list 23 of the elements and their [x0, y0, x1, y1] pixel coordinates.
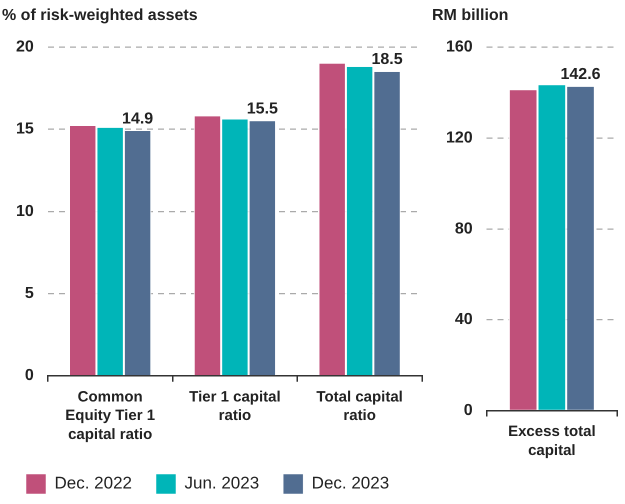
- x-tick-label: Common Equity Tier 1 capital ratio: [65, 388, 156, 443]
- y-tick-label: 15: [16, 120, 34, 138]
- y-tick-label: 40: [454, 311, 473, 328]
- chart-title: % of risk-weighted assets: [2, 7, 198, 24]
- data-label: 14.9: [122, 110, 154, 128]
- y-tick-label: 0: [464, 402, 473, 419]
- legend-label: Dec. 2022: [54, 474, 132, 493]
- x-tick-label: Excess total capital: [508, 423, 596, 459]
- y-tick-label: 160: [446, 38, 473, 56]
- y-tick-label: 10: [16, 202, 34, 220]
- legend-label: Jun. 2023: [184, 474, 260, 493]
- y-tick-label: 5: [24, 285, 34, 302]
- y-tick-label: 120: [446, 129, 473, 146]
- x-tick-label: Tier 1 capital ratio: [189, 388, 281, 424]
- y-tick-label: 0: [24, 367, 34, 384]
- data-label: 142.6: [560, 66, 601, 84]
- data-label: 18.5: [372, 51, 403, 68]
- y-tick-label: 20: [16, 38, 34, 56]
- y-tick-label: 80: [454, 220, 473, 238]
- legend-label: Dec. 2023: [312, 474, 390, 493]
- chart-title: RM billion: [432, 7, 508, 24]
- data-label: 15.5: [246, 100, 278, 118]
- x-tick-label: Total capital ratio: [316, 388, 403, 424]
